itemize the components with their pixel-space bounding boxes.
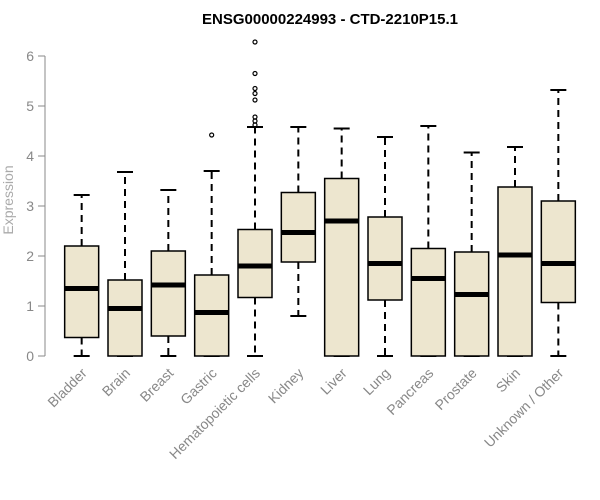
box-group <box>540 89 577 357</box>
y-tick-label: 5 <box>26 98 34 114</box>
category-label: Prostate <box>432 365 480 413</box>
box <box>150 250 187 337</box>
box-group <box>410 125 447 357</box>
category-label: Unknown / Other <box>481 365 567 451</box>
box-layer <box>63 39 577 357</box>
chart-title: ENSG00000224993 - CTD-2210P15.1 <box>202 11 458 28</box>
category-label: Liver <box>317 365 350 398</box>
box-group <box>453 151 490 357</box>
box <box>107 279 143 357</box>
outlier-point <box>252 114 258 120</box>
y-tick-label: 2 <box>26 248 34 264</box>
category-label: Pancreas <box>383 365 436 418</box>
box <box>323 177 360 357</box>
box <box>63 245 100 339</box>
box-group <box>63 194 100 357</box>
y-tick-label: 0 <box>26 348 34 364</box>
box <box>367 216 403 301</box>
box-group <box>150 189 187 357</box>
box-group <box>497 146 533 357</box>
box <box>453 251 490 357</box>
category-label: Kidney <box>265 365 307 407</box>
y-tick-label: 6 <box>26 48 34 64</box>
axis-layer: 0 1 2 3 4 5 6 <box>26 48 46 364</box>
box <box>540 200 577 304</box>
box-group <box>237 39 273 357</box>
y-tick-label: 4 <box>26 148 34 164</box>
box-group <box>367 136 403 357</box>
outlier-point <box>209 132 215 138</box>
y-axis-title: Expression <box>0 165 16 234</box>
box-group <box>280 126 317 317</box>
box <box>497 186 533 357</box>
box-group <box>107 171 143 357</box>
category-label: Lung <box>360 365 393 398</box>
box <box>410 247 447 357</box>
outlier-point <box>252 70 258 77</box>
category-label: Breast <box>137 365 177 405</box>
y-tick-label: 3 <box>26 198 34 214</box>
category-label: Brain <box>99 365 133 399</box>
outlier-point <box>252 97 258 103</box>
y-tick-label: 1 <box>26 298 34 314</box>
box <box>280 191 317 263</box>
category-label: Skin <box>493 365 524 396</box>
outlier-point <box>252 85 258 92</box>
outlier-point <box>252 39 258 45</box>
category-label: Gastric <box>177 365 220 408</box>
outlier-point <box>252 90 258 97</box>
box-group <box>193 132 230 357</box>
category-label: Bladder <box>44 365 90 411</box>
box-group <box>323 127 360 357</box>
box <box>193 274 230 357</box>
